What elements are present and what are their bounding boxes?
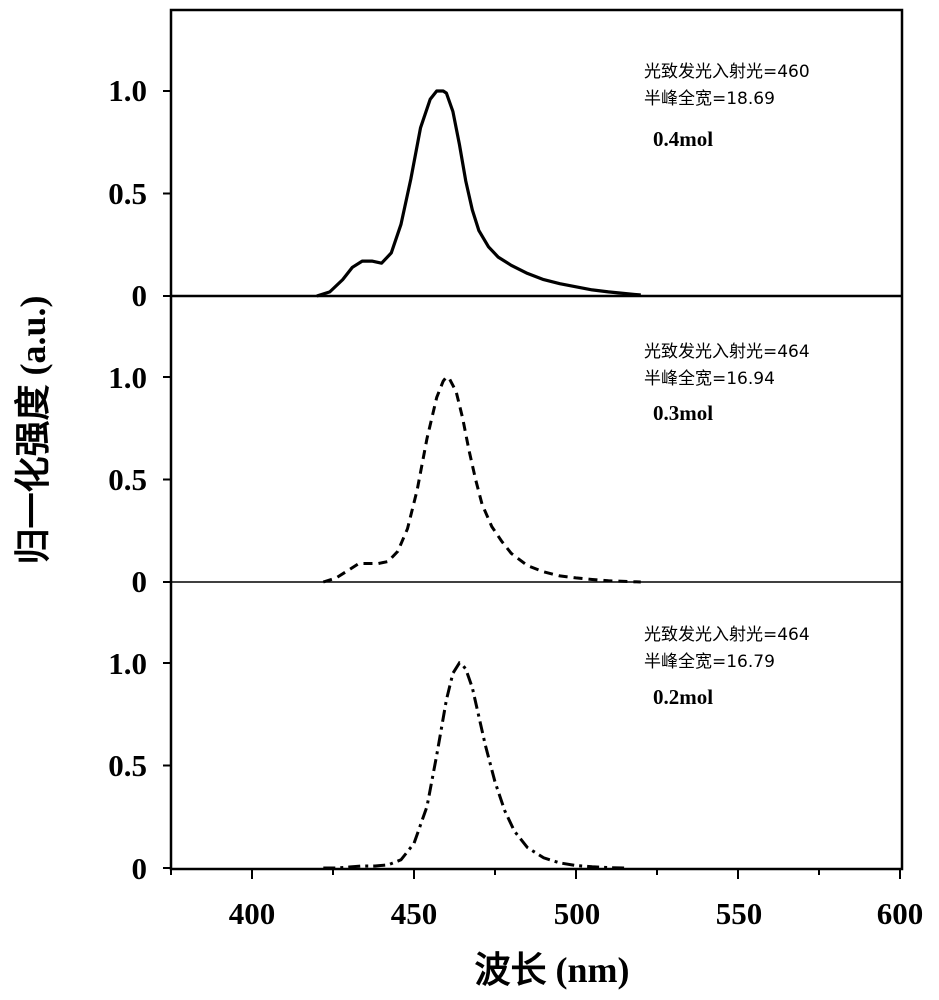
x-tick-label: 600	[877, 896, 924, 931]
series-line-0.3mol	[322, 374, 641, 584]
y-axis-label: 归一化强度 (a.u.)	[13, 296, 53, 565]
annotation-fwhm: 半峰全宽=18.69	[644, 89, 775, 109]
y-tick-label: 1.0	[108, 360, 147, 395]
x-tick-label: 550	[716, 896, 763, 931]
y-tick-label: 0.5	[108, 748, 147, 783]
panel-label: 0.4mol	[653, 127, 713, 151]
annotation-fwhm: 半峰全宽=16.79	[644, 652, 775, 672]
series-line-0.4mol	[316, 89, 641, 298]
series-line-0.2mol	[323, 660, 625, 870]
x-axis-label: 波长 (nm)	[475, 950, 630, 990]
x-tick-label: 450	[391, 896, 438, 931]
panel-label: 0.2mol	[653, 685, 713, 709]
y-tick-label: 0.5	[108, 462, 147, 497]
annotation-excitation: 光致发光入射光=464	[644, 625, 810, 645]
plot-frame	[169, 8, 904, 871]
y-tick-label: 0	[132, 851, 148, 886]
y-tick-label: 0	[132, 278, 148, 313]
annotation-excitation: 光致发光入射光=464	[644, 342, 810, 362]
x-tick-label: 500	[554, 896, 601, 931]
panel-label: 0.3mol	[653, 401, 713, 425]
y-tick-label: 0	[132, 564, 148, 599]
y-tick-label: 1.0	[108, 646, 147, 681]
annotation-excitation: 光致发光入射光=460	[644, 62, 810, 82]
y-tick-label: 1.0	[108, 73, 147, 108]
annotation-fwhm: 半峰全宽=16.94	[644, 369, 775, 389]
x-tick-label: 400	[229, 896, 276, 931]
y-tick-label: 0.5	[108, 176, 147, 211]
tick-marks	[163, 90, 901, 879]
